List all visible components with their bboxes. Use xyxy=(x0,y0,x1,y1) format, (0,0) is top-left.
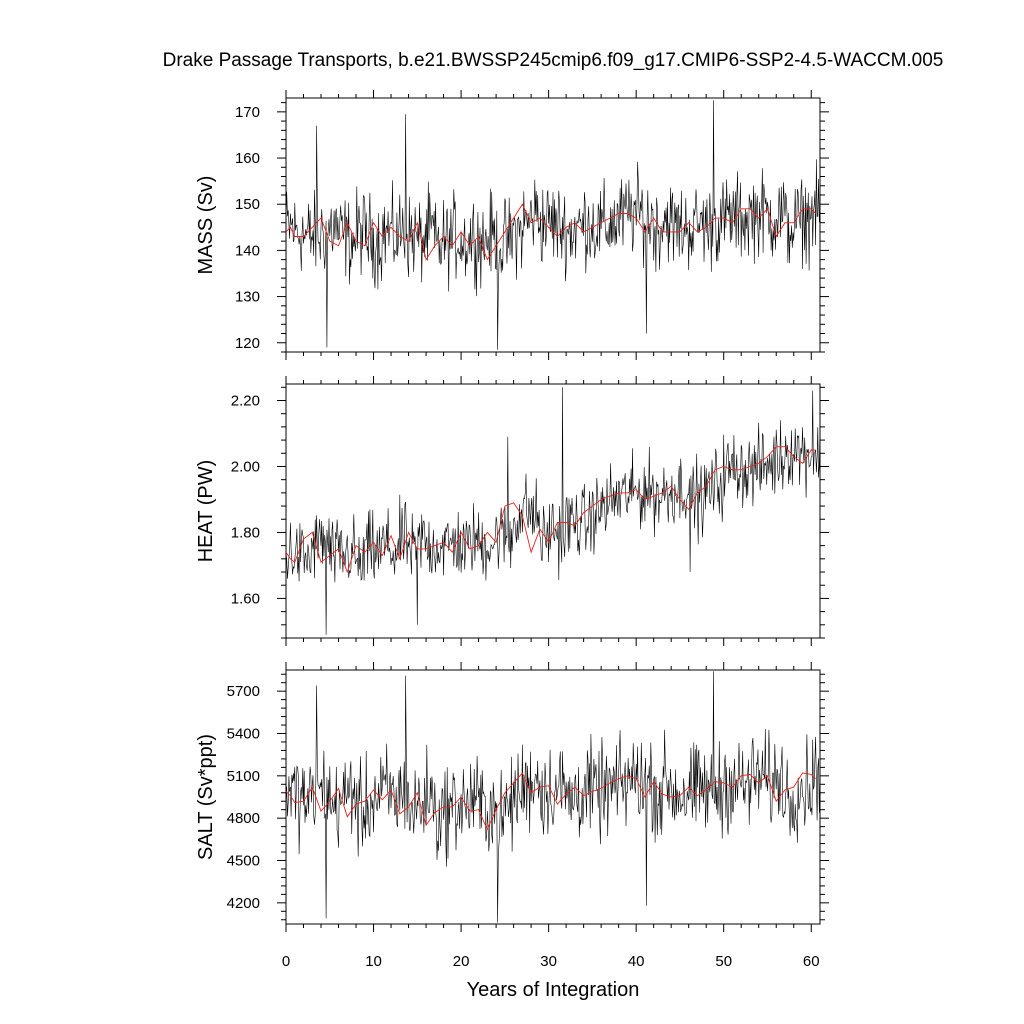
y-tick-label: 2.00 xyxy=(231,458,260,475)
y-tick-label: 4800 xyxy=(227,810,260,827)
y-tick-label: 4200 xyxy=(227,895,260,912)
plot-frame xyxy=(285,383,821,639)
smoothed-series-line xyxy=(286,446,816,574)
y-tick-label: 120 xyxy=(235,335,260,352)
salt-panel: 0 10 20 30 40 50 60 4200 4500 4800 5100 5400 5700 SAL… xyxy=(195,662,829,970)
x-tick-label: 50 xyxy=(715,953,732,970)
chart-title: Drake Passage Transports, b.e21.BWSSP245… xyxy=(163,50,944,71)
mass-panel: 120 130 140 150 160 170 MASS (Sv) xyxy=(195,90,829,360)
y-tick-label: 5100 xyxy=(227,768,260,785)
raw-series-line xyxy=(286,100,820,350)
plot-frame xyxy=(285,97,821,353)
smoothed-series-line xyxy=(286,203,816,261)
x-tick-label: 40 xyxy=(628,953,645,970)
y-tick-label: 1.80 xyxy=(231,524,260,541)
y-axis-title: SALT (Sv*ppt) xyxy=(195,734,217,860)
y-axis-title: HEAT (PW) xyxy=(195,460,217,563)
heat-panel: 1.60 1.80 2.00 2.20 HEAT (PW) xyxy=(195,376,829,646)
y-tick-label: 140 xyxy=(235,242,260,259)
y-tick-label: 5700 xyxy=(227,683,260,700)
y-tick-label: 2.20 xyxy=(231,392,260,409)
raw-series-line xyxy=(286,387,820,635)
y-tick-label: 160 xyxy=(235,150,260,167)
y-tick-label: 150 xyxy=(235,196,260,213)
x-tick-label: 0 xyxy=(282,953,290,970)
x-tick-label: 10 xyxy=(365,953,382,970)
x-tick-label: 20 xyxy=(453,953,470,970)
x-tick-label: 30 xyxy=(540,953,557,970)
x-tick-label: 60 xyxy=(803,953,820,970)
y-tick-label: 5400 xyxy=(227,726,260,743)
y-tick-label: 130 xyxy=(235,289,260,306)
raw-series-line xyxy=(286,671,820,923)
y-tick-label: 4500 xyxy=(227,853,260,870)
y-tick-label: 170 xyxy=(235,104,260,121)
smoothed-series-line xyxy=(286,772,816,831)
y-axis-title: MASS (Sv) xyxy=(195,176,217,275)
y-tick-label: 1.60 xyxy=(231,590,260,607)
x-axis-title: Years of Integration xyxy=(467,979,640,1001)
